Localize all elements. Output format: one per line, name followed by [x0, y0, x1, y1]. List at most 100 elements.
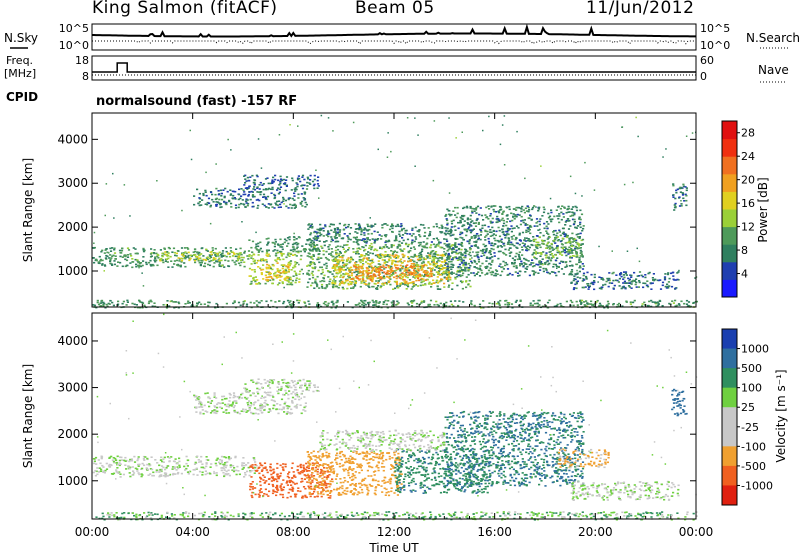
data-speck: [664, 463, 667, 465]
data-speck: [593, 189, 596, 191]
data-speck: [157, 352, 160, 355]
noise-right-label: N.Search: [746, 31, 800, 45]
data-speck: [257, 138, 260, 140]
data-patch: [249, 462, 334, 499]
data-speck: [482, 129, 484, 132]
data-speck: [656, 385, 658, 387]
data-speck: [316, 232, 318, 235]
velocity-colorbar-tick: 100: [741, 382, 762, 395]
velocity-colorbar-tick: -1000: [741, 479, 773, 492]
data-speck: [443, 251, 445, 253]
data-speck: [223, 336, 225, 338]
data-speck: [524, 177, 526, 180]
velocity-data: [92, 313, 698, 521]
data-speck: [638, 260, 641, 263]
power-colorbar-tick: 20: [741, 174, 755, 187]
data-speck: [129, 215, 131, 217]
data-patch: [394, 448, 492, 494]
data-speck: [589, 451, 592, 454]
power-colorbar-tick: 16: [741, 197, 755, 210]
data-speck: [390, 150, 392, 153]
data-speck: [394, 412, 396, 414]
y-tick-label: 2000: [57, 220, 88, 234]
freq-left-tick-top: 18: [75, 54, 89, 67]
data-speck: [516, 130, 518, 133]
data-speck: [342, 335, 344, 338]
power-colorbar-swatch: [722, 209, 737, 228]
data-speck: [138, 266, 140, 269]
data-speck: [250, 402, 253, 405]
data-speck: [609, 279, 611, 282]
power-colorbar-label: Power [dB]: [756, 177, 770, 242]
data-speck: [163, 313, 165, 316]
data-patch: [193, 392, 307, 415]
data-patch: [557, 448, 610, 469]
data-speck: [446, 262, 448, 265]
power-colorbar-tick: 12: [741, 221, 755, 234]
x-tick-label: 12:00: [377, 525, 412, 539]
data-speck: [132, 320, 134, 322]
power-axes: 1000 2000 3000 4000: [57, 113, 697, 307]
data-speck: [472, 251, 474, 253]
noise-left-label: N.Sky: [4, 31, 38, 45]
data-speck: [488, 115, 490, 118]
data-speck: [456, 358, 458, 360]
data-speck: [369, 217, 371, 219]
data-speck: [545, 261, 547, 264]
data-speck: [527, 345, 530, 347]
data-speck: [316, 421, 318, 423]
data-speck: [181, 448, 183, 451]
data-speck: [539, 228, 541, 231]
noise-sky-line: [92, 23, 696, 38]
y-tick-label: 4000: [57, 132, 88, 146]
data-patch: [243, 174, 320, 190]
data-patch: [92, 455, 258, 478]
data-speck: [576, 269, 578, 272]
data-speck: [189, 390, 191, 393]
x-tick-label: 00:00: [75, 525, 110, 539]
velocity-colorbar-swatch: [722, 465, 737, 486]
data-speck: [338, 387, 341, 390]
data-speck: [327, 117, 330, 119]
velocity-colorbar-tick: 500: [741, 362, 762, 375]
beam-title: Beam 05: [355, 0, 435, 18]
data-speck: [409, 404, 412, 406]
data-patch: [243, 378, 320, 394]
data-speck: [281, 341, 283, 343]
data-speck: [432, 179, 435, 182]
data-speck: [377, 148, 379, 151]
data-speck: [283, 286, 285, 289]
y-tick-label: 2000: [57, 427, 88, 441]
data-speck: [501, 124, 504, 126]
data-speck: [97, 441, 99, 444]
data-speck: [408, 444, 411, 446]
data-speck: [680, 200, 682, 202]
data-speck: [358, 386, 360, 389]
data-speck: [104, 214, 106, 217]
cpid-label: CPID: [6, 90, 38, 104]
data-speck: [373, 450, 375, 453]
noise-left-tick-top: 10^5: [59, 22, 89, 35]
data-speck: [461, 131, 463, 133]
velocity-colorbar-tick: -25: [741, 421, 759, 434]
data-speck: [503, 164, 506, 166]
data-speck: [540, 165, 542, 167]
data-speck: [411, 399, 414, 401]
data-speck: [103, 270, 105, 272]
data-speck: [499, 143, 502, 146]
data-speck: [190, 158, 193, 161]
data-speck: [320, 114, 323, 117]
data-speck: [353, 380, 355, 382]
velocity-colorbar-swatch: [722, 329, 737, 350]
data-speck: [552, 376, 554, 379]
data-speck: [512, 403, 515, 406]
data-speck: [694, 277, 696, 279]
y-tick-label: 1000: [57, 264, 88, 278]
data-speck: [109, 402, 111, 405]
data-speck: [623, 183, 626, 186]
data-speck: [520, 388, 523, 390]
data-speck: [297, 125, 299, 127]
data-speck: [464, 339, 466, 341]
data-speck: [387, 132, 389, 134]
data-speck: [93, 231, 96, 234]
